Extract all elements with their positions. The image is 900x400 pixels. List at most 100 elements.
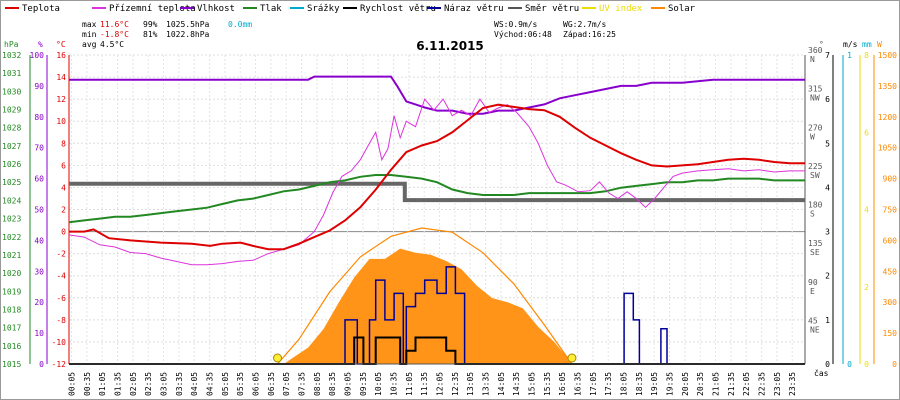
tick-time: 15:35 bbox=[543, 372, 552, 396]
unit-hpa: hPa bbox=[4, 40, 19, 49]
stat-max-hum: 99% bbox=[143, 20, 158, 29]
tick-time: 04:05 bbox=[190, 372, 199, 396]
tick-time: 03:05 bbox=[160, 372, 169, 396]
tick-time: 21:35 bbox=[727, 372, 736, 396]
tick-time: 13:35 bbox=[482, 372, 491, 396]
tick-temp: 14 bbox=[56, 73, 66, 82]
unit-degc: °C bbox=[56, 40, 66, 49]
tick-time: 10:35 bbox=[390, 372, 399, 396]
tick-wind: 4 bbox=[825, 183, 830, 192]
tick-solar: 900 bbox=[883, 175, 898, 184]
tick-dir-deg: 225 bbox=[808, 162, 823, 171]
tick-time: 20:35 bbox=[696, 372, 705, 396]
tick-hum: 40 bbox=[34, 236, 44, 245]
series-pressure bbox=[68, 174, 805, 224]
tick-time: 15:05 bbox=[528, 372, 537, 396]
unit-ms: m/s bbox=[843, 40, 858, 49]
tick-uv: 6 bbox=[864, 128, 869, 137]
tick-time: 00:35 bbox=[83, 372, 92, 396]
tick-wind: 6 bbox=[825, 95, 830, 104]
tick-time: 07:35 bbox=[298, 372, 307, 396]
tick-temp: -12 bbox=[52, 360, 67, 369]
tick-temp: -2 bbox=[56, 250, 66, 259]
legend-label-temp: Teplota bbox=[22, 4, 60, 14]
tick-time: 07:05 bbox=[282, 372, 291, 396]
tick-dir-deg: 270 bbox=[808, 123, 823, 132]
stat-ws: WS:0.9m/s bbox=[494, 20, 538, 29]
tick-press: 1029 bbox=[2, 106, 21, 115]
stat-max-temp: 11.6°C bbox=[100, 20, 129, 29]
tick-time: 02:05 bbox=[129, 372, 138, 396]
stat-rain: 0.0mm bbox=[228, 20, 252, 29]
tick-press: 1022 bbox=[2, 233, 21, 242]
tick-solar: 1350 bbox=[878, 82, 897, 91]
tick-press: 1026 bbox=[2, 160, 21, 169]
x-axis-label: čas bbox=[814, 368, 829, 378]
tick-time: 13:05 bbox=[466, 372, 475, 396]
tick-time: 19:35 bbox=[666, 372, 675, 396]
chart-title: 6.11.2015 bbox=[416, 39, 484, 53]
tick-uv: 8 bbox=[864, 51, 869, 60]
tick-hum: 60 bbox=[34, 175, 44, 184]
tick-rain: 0 bbox=[847, 360, 852, 369]
tick-press: 1018 bbox=[2, 305, 21, 314]
tick-rain: 1 bbox=[847, 51, 852, 60]
tick-temp: 4 bbox=[61, 183, 66, 192]
tick-time: 01:35 bbox=[114, 372, 123, 396]
tick-hum: 10 bbox=[34, 329, 44, 338]
tick-wind: 2 bbox=[825, 272, 830, 281]
tick-press: 1028 bbox=[2, 124, 21, 133]
tick-time: 11:05 bbox=[405, 372, 414, 396]
tick-hum: 20 bbox=[34, 298, 44, 307]
tick-time: 06:05 bbox=[252, 372, 261, 396]
tick-press: 1027 bbox=[2, 142, 21, 151]
tick-hum: 100 bbox=[30, 51, 45, 60]
legend-label-dir: Směr větru bbox=[525, 4, 579, 14]
tick-time: 22:35 bbox=[758, 372, 767, 396]
unit-dir: ° bbox=[819, 40, 824, 49]
series-felt-temperature bbox=[68, 98, 805, 266]
tick-time: 22:05 bbox=[742, 372, 751, 396]
legend-label-solar: Solar bbox=[668, 4, 696, 14]
tick-time: 20:05 bbox=[681, 372, 690, 396]
tick-wind: 0 bbox=[825, 360, 830, 369]
unit-w: W bbox=[877, 40, 882, 49]
tick-uv: 4 bbox=[864, 206, 869, 215]
tick-time: 06:35 bbox=[267, 372, 276, 396]
tick-time: 05:35 bbox=[236, 372, 245, 396]
tick-time: 05:05 bbox=[221, 372, 230, 396]
series-temperature bbox=[69, 103, 805, 251]
tick-time: 08:05 bbox=[313, 372, 322, 396]
stat-sunset: Západ:16:25 bbox=[563, 30, 616, 39]
tick-temp: -10 bbox=[52, 338, 67, 347]
tick-press: 1030 bbox=[2, 87, 21, 96]
tick-dir-lbl: NE bbox=[810, 325, 820, 334]
tick-temp: 16 bbox=[56, 51, 66, 60]
series-wind-gust bbox=[69, 266, 805, 365]
stat-min-hum: 81% bbox=[143, 30, 158, 39]
tick-solar: 0 bbox=[892, 360, 897, 369]
tick-temp: 0 bbox=[61, 228, 66, 237]
tick-press: 1024 bbox=[2, 196, 21, 205]
tick-press: 1016 bbox=[2, 342, 21, 351]
tick-dir-lbl: E bbox=[810, 287, 815, 296]
legend-label-hum: Vlhkost bbox=[197, 4, 235, 14]
tick-dir-deg: 45 bbox=[808, 316, 818, 325]
tick-temp: -8 bbox=[56, 316, 66, 325]
tick-hum: 30 bbox=[34, 267, 44, 276]
stat-min-label: min bbox=[82, 30, 97, 39]
tick-dir-lbl: SW bbox=[810, 171, 820, 180]
tick-hum: 90 bbox=[34, 82, 44, 91]
tick-temp: 10 bbox=[56, 117, 66, 126]
sunrise-marker bbox=[273, 353, 283, 363]
stat-max-press: 1025.5hPa bbox=[166, 20, 210, 29]
tick-time: 02:35 bbox=[144, 372, 153, 396]
tick-wind: 3 bbox=[825, 228, 830, 237]
tick-time: 12:05 bbox=[436, 372, 445, 396]
tick-hum: 0 bbox=[39, 360, 44, 369]
tick-wind: 1 bbox=[825, 316, 830, 325]
tick-time: 16:35 bbox=[574, 372, 583, 396]
stat-max-label: max bbox=[82, 20, 97, 29]
tick-temp: 12 bbox=[56, 95, 66, 104]
tick-time: 03:35 bbox=[175, 372, 184, 396]
